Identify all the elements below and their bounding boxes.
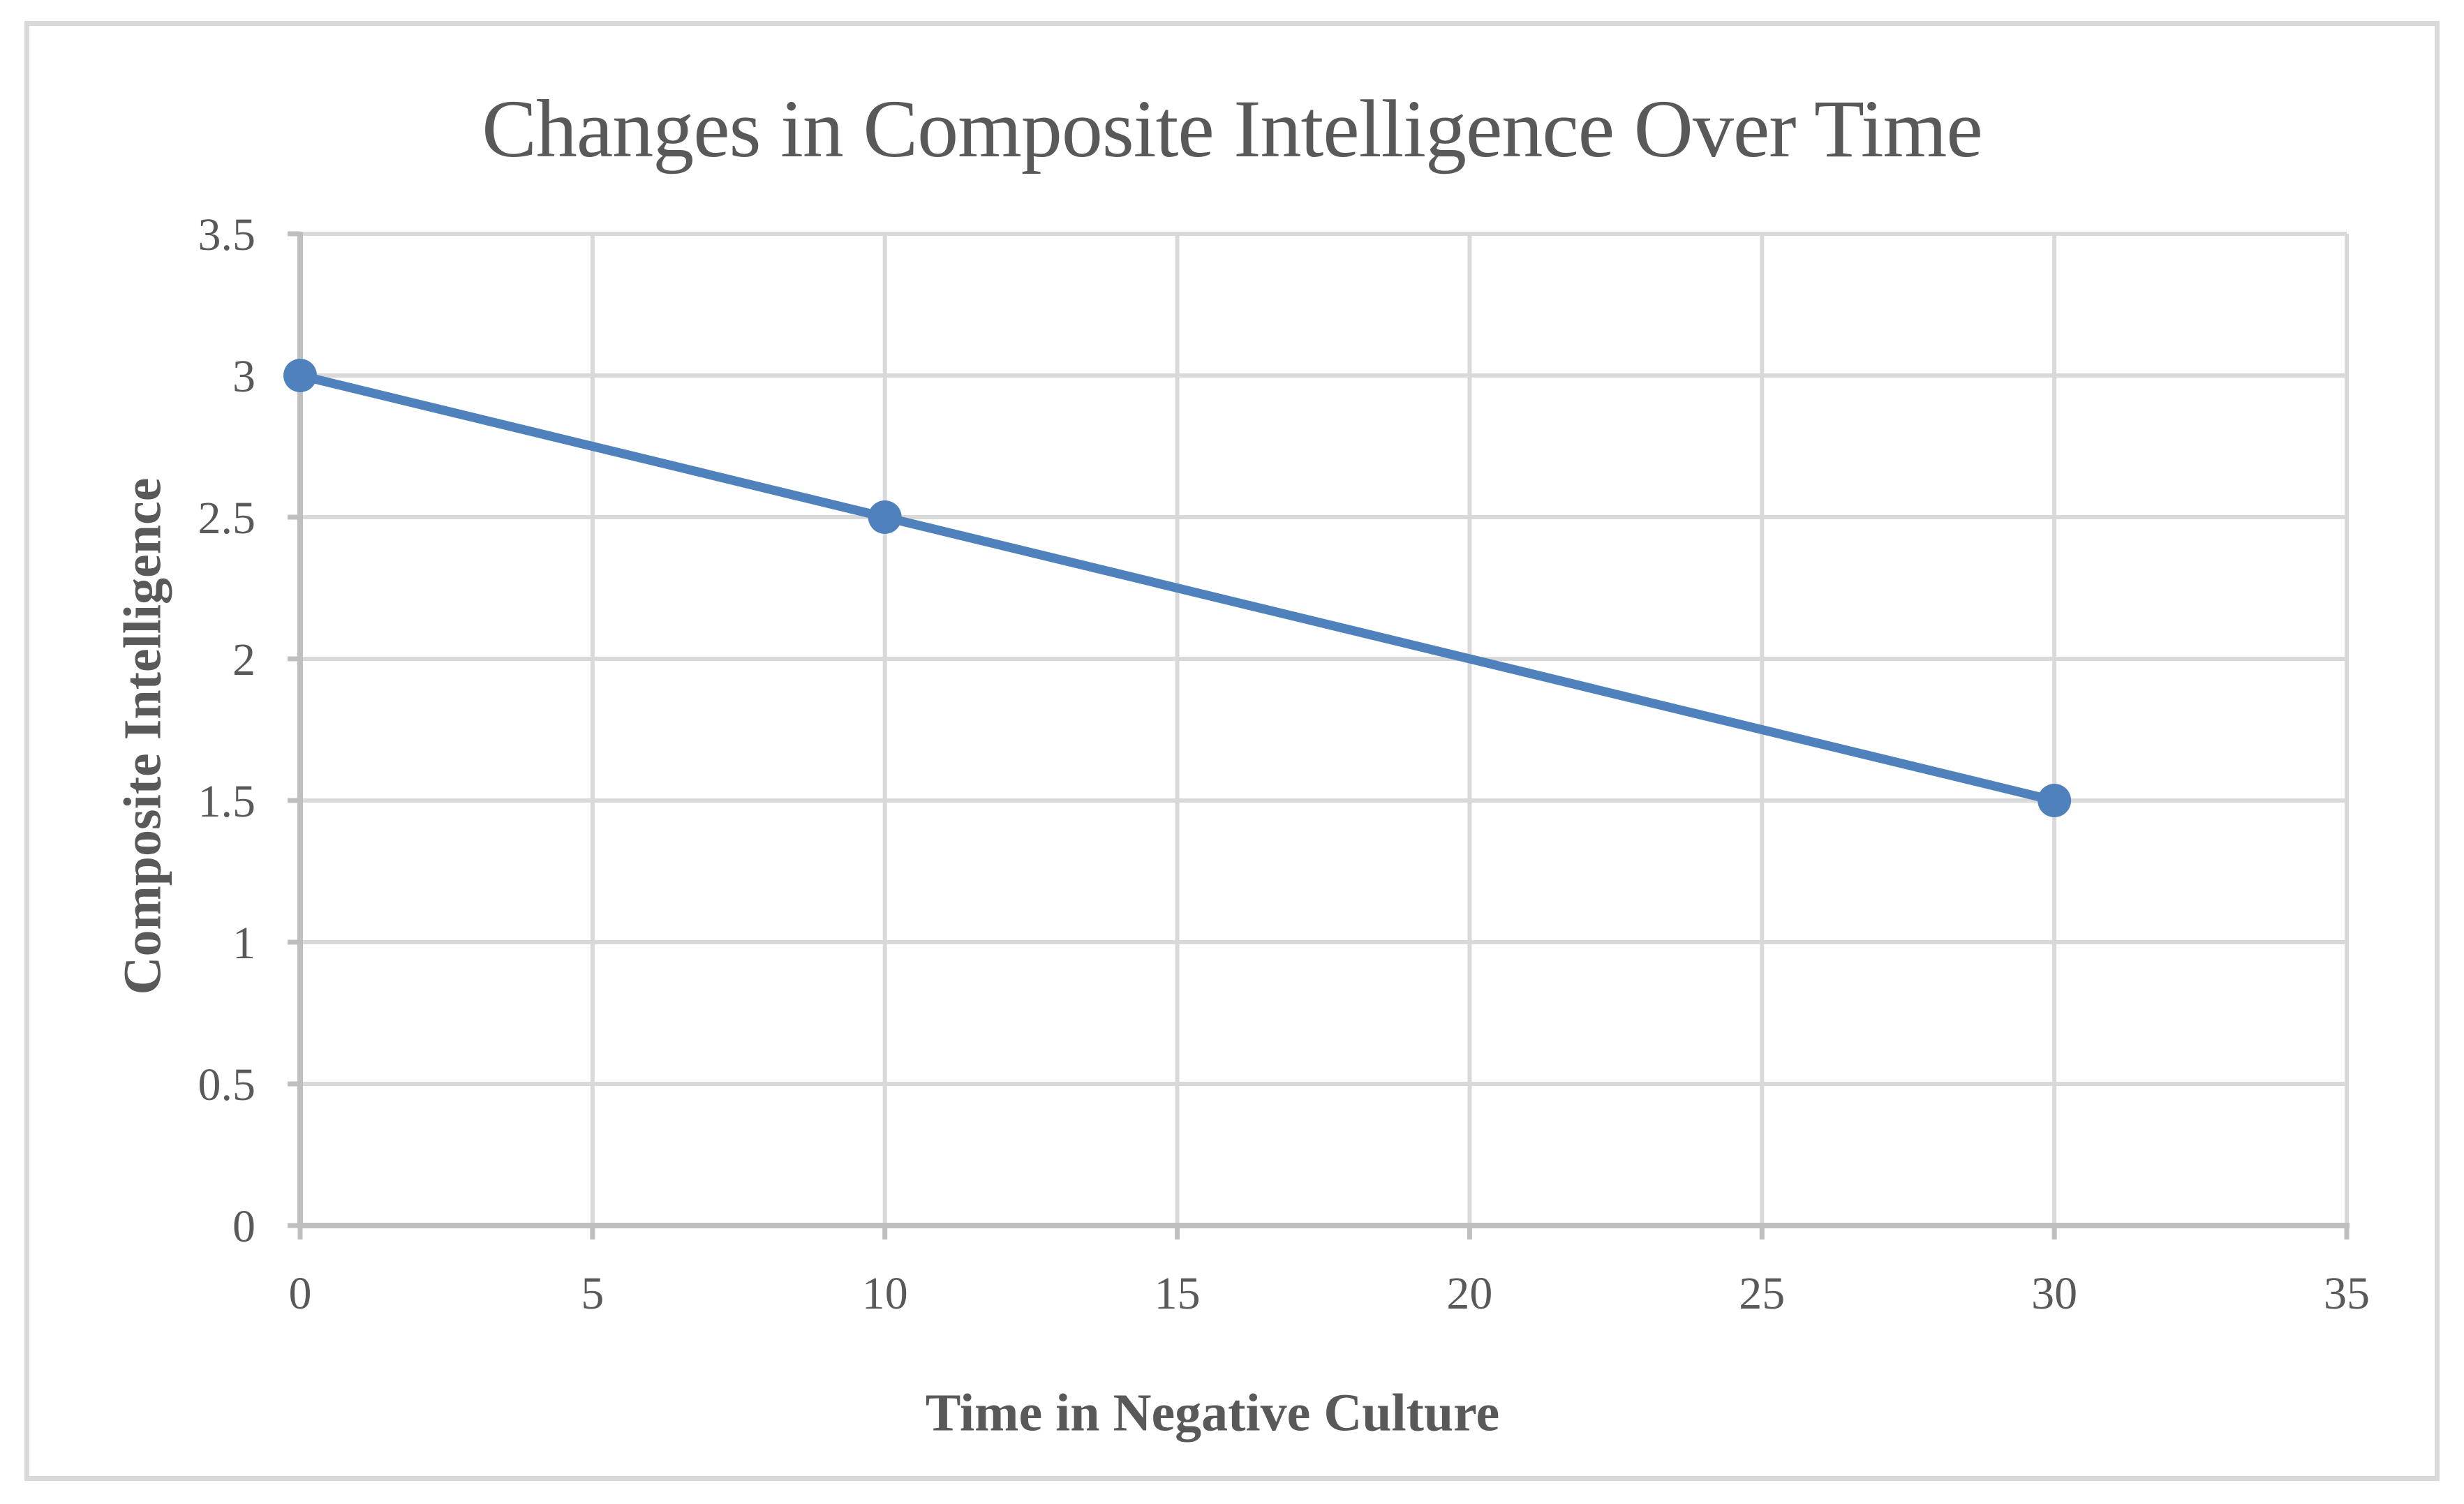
- x-axis-title: Time in Negative Culture: [925, 1383, 1500, 1443]
- x-tick-label: 5: [581, 1268, 604, 1319]
- y-tick-label: 2.5: [198, 493, 256, 544]
- y-tick-label: 3: [232, 351, 255, 402]
- y-tick-label: 1: [232, 918, 255, 969]
- chart-border: [24, 21, 2440, 1481]
- x-tick-label: 10: [862, 1268, 908, 1319]
- x-tick-label: 15: [1155, 1268, 1201, 1319]
- x-tick-label: 25: [1739, 1268, 1785, 1319]
- x-tick-label: 30: [2031, 1268, 2077, 1319]
- y-tick-label: 0: [232, 1201, 255, 1252]
- data-point-marker: [868, 500, 902, 534]
- data-point-marker: [2038, 784, 2072, 817]
- y-tick-label: 3.5: [198, 209, 256, 260]
- x-tick-label: 0: [289, 1268, 312, 1319]
- y-tick-label: 2: [232, 634, 255, 685]
- x-tick-label: 35: [2324, 1268, 2370, 1319]
- chart-title: Changes in Composite Intelligence Over T…: [482, 83, 1983, 174]
- y-tick-label: 0.5: [198, 1059, 256, 1110]
- data-point-marker: [283, 359, 317, 392]
- y-tick-label: 1.5: [198, 776, 256, 827]
- x-tick-label: 20: [1446, 1268, 1492, 1319]
